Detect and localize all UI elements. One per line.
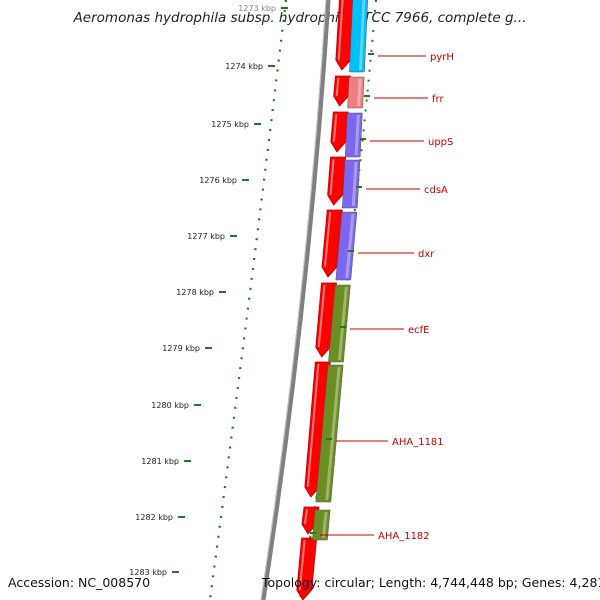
cds-track bbox=[296, 0, 355, 600]
cds-arrow-highlight bbox=[329, 158, 335, 196]
tick-label: 1275 kbp bbox=[211, 120, 249, 129]
gene-label: pyrH bbox=[430, 52, 454, 63]
backbone-line bbox=[260, 0, 331, 600]
gene-labels: pyrH frr uppS cdsA dxr ecfE AHA_1181 AHA_1182 bbox=[310, 52, 454, 542]
gene-block bbox=[328, 284, 351, 363]
cds-arrow-highlight bbox=[306, 363, 320, 488]
backbone bbox=[260, 0, 331, 600]
gene-label: AHA_1181 bbox=[392, 437, 444, 448]
gene-label: uppS bbox=[428, 137, 453, 148]
gene-label: frr bbox=[432, 94, 444, 105]
tick-label: 1278 kbp bbox=[176, 288, 214, 297]
gene-block bbox=[344, 112, 363, 158]
gene-block bbox=[315, 364, 344, 503]
gene-block-highlight bbox=[357, 78, 362, 107]
cds-arrow-highlight bbox=[303, 508, 309, 525]
gene-block bbox=[347, 76, 365, 109]
cds-arrow-highlight bbox=[335, 77, 340, 97]
tick-label: 1280 kbp bbox=[151, 401, 189, 410]
gene-label: dxr bbox=[418, 249, 435, 260]
tick-label: 1273 kbp bbox=[238, 4, 276, 13]
gene-block-highlight bbox=[358, 0, 366, 71]
backbone-highlight bbox=[260, 0, 327, 600]
tick-label: 1277 kbp bbox=[187, 232, 225, 241]
accession-text: Accession: NC_008570 bbox=[8, 575, 151, 590]
map-title: Aeromonas hydrophila subsp. hydrophila A… bbox=[73, 10, 527, 26]
tick-label: 1279 kbp bbox=[162, 344, 200, 353]
tick-label: 1282 kbp bbox=[135, 513, 173, 522]
tick-label: 1276 kbp bbox=[199, 176, 237, 185]
gene-block-highlight bbox=[321, 511, 328, 539]
gene-block bbox=[349, 0, 369, 73]
gene-label: ecfE bbox=[408, 325, 430, 336]
gene-block-highlight bbox=[345, 213, 355, 279]
cds-arrow-highlight bbox=[317, 284, 326, 348]
gene-block bbox=[335, 211, 358, 281]
cds-arrow bbox=[304, 361, 331, 498]
gene-block-highlight bbox=[337, 286, 348, 361]
cds-arrow bbox=[335, 0, 355, 71]
cds-arrow-highlight bbox=[323, 211, 332, 268]
cds-arrow bbox=[296, 537, 318, 600]
gene-track bbox=[312, 0, 369, 541]
cds-arrow-highlight bbox=[337, 0, 344, 61]
gene-block bbox=[312, 509, 331, 541]
gene-label: AHA_1182 bbox=[378, 531, 430, 542]
tick-label: 1281 kbp bbox=[141, 457, 179, 466]
genome-summary-text: Topology: circular; Length: 4,744,448 bp… bbox=[262, 575, 600, 590]
gene-block-highlight bbox=[325, 366, 341, 501]
tick-label: 1283 kbp bbox=[129, 568, 167, 577]
gene-block-highlight bbox=[354, 114, 360, 156]
gene-label: cdsA bbox=[424, 185, 448, 196]
tick-ring-line bbox=[208, 0, 288, 600]
cds-arrow-highlight bbox=[298, 539, 306, 591]
tick-label: 1274 kbp bbox=[225, 62, 263, 71]
gene-block bbox=[342, 159, 361, 209]
cds-arrow-highlight bbox=[332, 113, 338, 143]
cds-arrow bbox=[321, 209, 343, 278]
gene-block-highlight bbox=[351, 161, 358, 207]
